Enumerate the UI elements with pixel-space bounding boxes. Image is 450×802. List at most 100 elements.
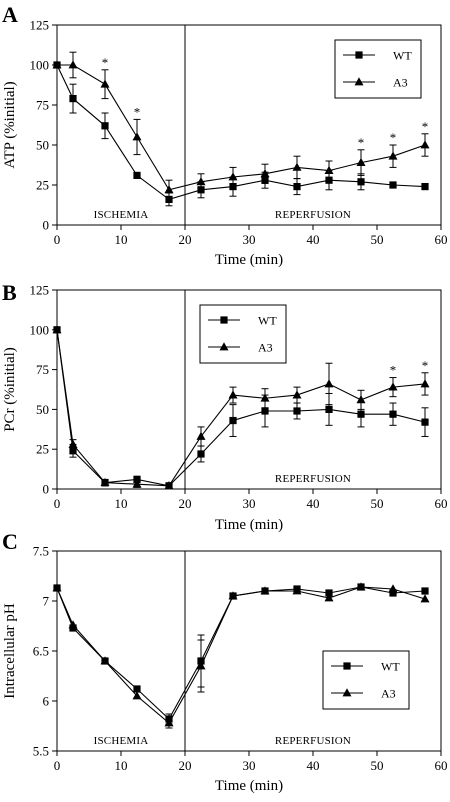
x-tick-label: 50 bbox=[371, 232, 384, 247]
legend-box bbox=[322, 650, 410, 710]
data-point-a3 bbox=[132, 132, 142, 141]
reperfusion-label: REPERFUSION bbox=[275, 735, 351, 747]
data-point-wt bbox=[389, 410, 397, 418]
y-axis-title: Intracellular pH bbox=[2, 603, 18, 699]
x-tick-label: 40 bbox=[307, 758, 320, 773]
legend-label-a3: A3 bbox=[258, 341, 273, 355]
data-point-wt bbox=[261, 407, 269, 415]
y-tick-label: 100 bbox=[30, 322, 50, 337]
y-tick-label: 50 bbox=[36, 138, 49, 153]
significance-star: * bbox=[358, 135, 365, 150]
data-point-a3 bbox=[388, 382, 398, 391]
y-tick-label: 7 bbox=[43, 594, 50, 609]
x-tick-label: 50 bbox=[371, 496, 384, 511]
panel-letter-c: C bbox=[2, 529, 18, 554]
data-point-a3 bbox=[164, 185, 174, 194]
x-tick-label: 0 bbox=[54, 496, 61, 511]
data-point-a3 bbox=[196, 177, 206, 186]
significance-star: * bbox=[390, 130, 397, 145]
data-point-wt bbox=[293, 407, 301, 415]
legend-label-wt: WT bbox=[393, 49, 412, 63]
x-tick-label: 40 bbox=[307, 232, 320, 247]
significance-star: * bbox=[390, 363, 397, 378]
y-tick-label: 0 bbox=[43, 218, 50, 233]
legend-marker-a3 bbox=[342, 688, 352, 697]
data-point-a3 bbox=[196, 661, 206, 670]
data-point-wt bbox=[293, 183, 301, 191]
data-point-a3 bbox=[228, 591, 238, 600]
data-point-a3 bbox=[356, 395, 366, 404]
panel-b-pcr-chart: B 0 25 50 75 100 125 0 10 20 30 40 50 60 Time (min) PC… bbox=[2, 280, 448, 533]
data-point-a3 bbox=[420, 379, 430, 388]
data-point-a3 bbox=[52, 325, 62, 334]
data-point-a3 bbox=[388, 151, 398, 160]
panel-c-ph-chart: C 5.5 6 6.5 7 7.5 0 10 20 30 40 50 60 Time (min) Intr… bbox=[2, 529, 448, 794]
data-point-wt bbox=[325, 405, 333, 413]
y-tick-label: 100 bbox=[30, 58, 50, 73]
legend-label-wt: WT bbox=[258, 314, 277, 328]
reperfusion-label: REPERFUSION bbox=[275, 473, 351, 485]
y-tick-label: 125 bbox=[30, 283, 50, 298]
legend-box bbox=[334, 39, 422, 99]
x-tick-label: 30 bbox=[243, 232, 256, 247]
x-tick-label: 0 bbox=[54, 758, 61, 773]
y-tick-label: 75 bbox=[36, 362, 49, 377]
data-point-a3 bbox=[132, 479, 142, 488]
data-point-wt bbox=[133, 171, 141, 179]
data-point-a3 bbox=[100, 656, 110, 665]
series-a3 bbox=[52, 325, 430, 490]
ischemia-label: ISCHEMIA bbox=[94, 209, 149, 221]
y-axis-title: PCr (%initial) bbox=[2, 347, 18, 432]
y-tick-label: 75 bbox=[36, 98, 49, 113]
data-point-wt bbox=[69, 447, 77, 455]
data-point-wt bbox=[357, 410, 365, 418]
x-tick-label: 10 bbox=[115, 496, 128, 511]
x-tick-label: 20 bbox=[179, 496, 192, 511]
y-axis-title: ATP (%initial) bbox=[2, 81, 18, 168]
data-point-a3 bbox=[52, 60, 62, 69]
y-tick-label: 25 bbox=[36, 178, 49, 193]
data-point-a3 bbox=[100, 79, 110, 88]
legend-label-a3: A3 bbox=[393, 76, 408, 90]
data-point-wt bbox=[389, 589, 397, 597]
data-point-a3 bbox=[260, 169, 270, 178]
data-point-a3 bbox=[324, 379, 334, 388]
data-point-a3 bbox=[228, 172, 238, 181]
data-point-wt bbox=[357, 178, 365, 186]
legend: WT A3 bbox=[322, 650, 410, 710]
data-point-wt bbox=[197, 450, 205, 458]
x-tick-label: 20 bbox=[179, 758, 192, 773]
y-tick-label: 5.5 bbox=[33, 744, 49, 759]
y-tick-label: 6.5 bbox=[33, 644, 49, 659]
x-tick-label: 0 bbox=[54, 232, 61, 247]
y-tick-label: 25 bbox=[36, 442, 49, 457]
data-point-wt bbox=[325, 589, 333, 597]
x-tick-label: 60 bbox=[435, 232, 448, 247]
data-point-a3 bbox=[324, 165, 334, 174]
data-point-a3 bbox=[356, 157, 366, 166]
x-axis-title: Time (min) bbox=[215, 778, 283, 794]
data-point-a3 bbox=[164, 481, 174, 490]
legend-label-wt: WT bbox=[381, 660, 400, 674]
data-point-a3 bbox=[196, 431, 206, 440]
data-point-wt bbox=[421, 418, 429, 426]
legend-marker-a3 bbox=[219, 342, 229, 351]
data-point-wt bbox=[421, 183, 429, 191]
y-tick-label: 6 bbox=[43, 694, 50, 709]
significance-star: * bbox=[422, 119, 429, 134]
legend-marker-a3 bbox=[354, 77, 364, 86]
x-tick-label: 60 bbox=[435, 496, 448, 511]
data-point-a3 bbox=[420, 594, 430, 603]
significance-star: * bbox=[102, 55, 109, 70]
y-tick-label: 50 bbox=[36, 402, 49, 417]
legend-box bbox=[199, 304, 287, 364]
legend-label-a3: A3 bbox=[381, 687, 396, 701]
data-point-a3 bbox=[292, 162, 302, 171]
series-a3 bbox=[52, 582, 430, 729]
x-tick-label: 50 bbox=[371, 758, 384, 773]
x-axis-title: Time (min) bbox=[215, 252, 283, 268]
panel-letter-b: B bbox=[2, 280, 17, 305]
legend: WT A3 bbox=[199, 304, 287, 364]
data-point-wt bbox=[101, 122, 109, 130]
